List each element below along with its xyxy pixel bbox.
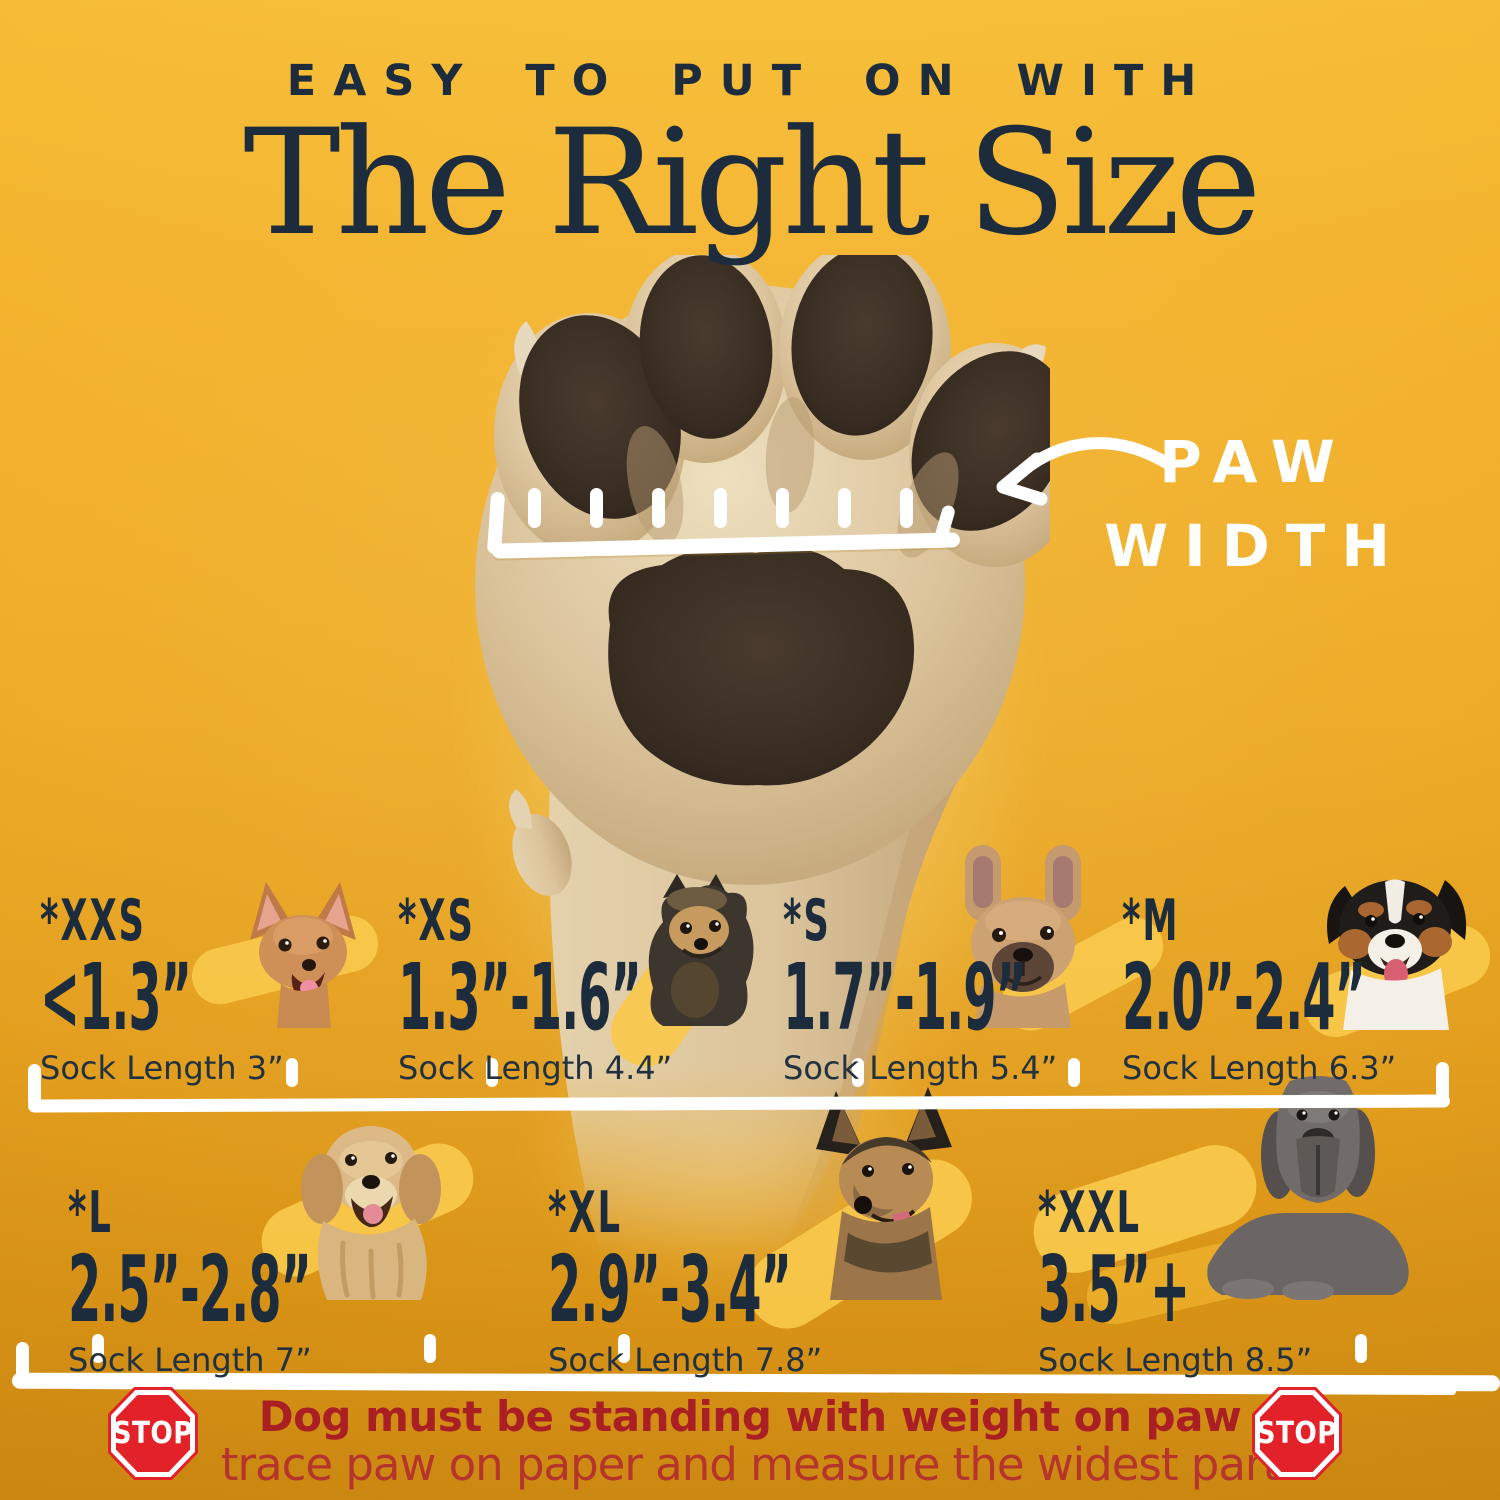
- size-code: *XXS: [40, 888, 146, 954]
- size-block-xs: *XS 1.3”-1.6” Sock Length 4.4”: [398, 893, 865, 1087]
- size-code: *M: [1122, 888, 1180, 954]
- footer-warning-subheading: trace paw on paper and measure the wides…: [220, 1438, 1280, 1491]
- sock-length: Sock Length 3”: [40, 1048, 284, 1087]
- size-block-s: *S 1.7”-1.9” Sock Length 5.4”: [783, 893, 1250, 1087]
- ruler-line-bottom: [11, 1330, 1500, 1392]
- paw-width-range: 1.7”-1.9”: [783, 944, 1027, 1051]
- chihuahua-photo: [250, 882, 356, 1028]
- size-block-xl: *XL 2.9”-3.4” Sock Length 7.8”: [548, 1185, 1015, 1379]
- stop-sign-label: STOP: [1256, 1416, 1338, 1451]
- paw-width-range: 1.3”-1.6”: [398, 944, 642, 1051]
- size-code: *XS: [398, 888, 475, 954]
- curved-arrow-icon: [996, 437, 1176, 506]
- size-block-xxl: *XXL 3.5”+ Sock Length 8.5”: [1038, 1185, 1329, 1379]
- sock-length: Sock Length 6.3”: [1122, 1048, 1397, 1087]
- dog-paw-photo: [475, 255, 1050, 1261]
- size-code: *XXL: [1038, 1180, 1141, 1246]
- sock-length: Sock Length 8.5”: [1038, 1340, 1313, 1379]
- size-block-m: *M 2.0”-2.4” Sock Length 6.3”: [1122, 893, 1500, 1087]
- yorkshire-terrier-photo: [648, 874, 754, 1026]
- size-block-l: *L 2.5”-2.8” Sock Length 7”: [68, 1185, 535, 1379]
- paw-width-range: 2.5”-2.8”: [68, 1236, 312, 1343]
- size-code: *L: [68, 1180, 113, 1246]
- page-title: The Right Size: [243, 98, 1261, 268]
- stop-sign-label: STOP: [112, 1416, 194, 1451]
- size-code: *XL: [548, 1180, 622, 1246]
- sock-length: Sock Length 7”: [68, 1340, 312, 1379]
- paw-width-range: 2.9”-3.4”: [548, 1236, 792, 1343]
- paw-width-range: 3.5”+: [1038, 1236, 1190, 1343]
- footer-warning-heading: Dog must be standing with weight on paw: [258, 1392, 1242, 1441]
- stop-sign-left: STOP: [108, 1387, 198, 1480]
- paw-width-label-line2: WIDTH: [1104, 512, 1406, 581]
- size-code: *S: [783, 888, 831, 954]
- header-kicker: EASY TO PUT ON WITH: [286, 56, 1214, 106]
- german-shepherd-photo: [816, 1087, 952, 1300]
- french-bulldog-photo: [965, 845, 1081, 1028]
- paw-width-label-line1: PAW: [1159, 428, 1351, 496]
- paw-width-range: <1.3”: [40, 944, 192, 1051]
- australian-shepherd-photo: [1327, 879, 1467, 1030]
- sock-length: Sock Length 5.4”: [783, 1048, 1058, 1087]
- size-block-xxs: *XXS <1.3” Sock Length 3”: [40, 893, 331, 1087]
- stop-sign-right: STOP: [1252, 1387, 1342, 1480]
- golden-retriever-photo: [301, 1126, 441, 1300]
- sock-length: Sock Length 7.8”: [548, 1340, 823, 1379]
- sock-length: Sock Length 4.4”: [398, 1048, 673, 1087]
- ruler-line-top: [27, 1058, 1451, 1113]
- paw-width-range: 2.0”-2.4”: [1122, 944, 1366, 1051]
- paw-width-label: PAW WIDTH: [1095, 420, 1415, 588]
